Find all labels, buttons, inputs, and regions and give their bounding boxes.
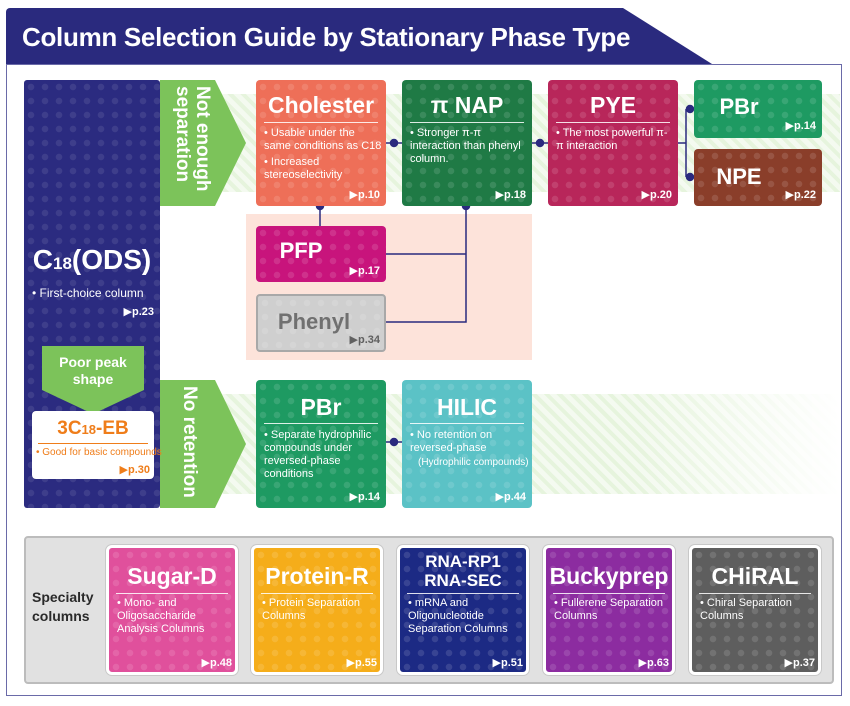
c18-desc: • First-choice column: [32, 286, 144, 300]
chiral-title: CHiRAL: [711, 563, 799, 589]
c18-page-ref[interactable]: ▶p.23: [123, 306, 154, 318]
sugar-d-box[interactable]: [106, 545, 238, 675]
sugar-d-page-ref[interactable]: ▶p.48: [201, 657, 232, 669]
pye-title: PYE: [589, 92, 637, 118]
pbr-bottom-divider: [264, 423, 378, 424]
specialty-label: Specialty columns: [32, 589, 94, 624]
3c18-eb-title: 3C18-EB: [57, 418, 129, 439]
pye-divider: [556, 122, 670, 123]
rna-box[interactable]: [397, 545, 529, 675]
pinap-box[interactable]: [402, 80, 532, 206]
chiral-divider: [699, 593, 811, 594]
chiral-desc: • Chiral Separation Columns: [700, 597, 792, 622]
sugar-d-desc: • Mono- and Oligosaccharide Analysis Col…: [117, 597, 205, 635]
pinap-page-ref[interactable]: ▶p.18: [495, 189, 526, 201]
hilic-desc-2: (Hydrophilic compounds): [418, 457, 529, 468]
rna-divider: [407, 593, 519, 594]
cholester-page-ref[interactable]: ▶p.10: [349, 189, 380, 201]
protein-r-desc: • Protein Separation Columns: [262, 597, 361, 622]
hilic-box[interactable]: [402, 380, 532, 508]
rna-rp1-title: RNA-RP1: [425, 552, 501, 571]
protein-r-box[interactable]: [251, 545, 383, 675]
cholester-divider: [264, 122, 378, 123]
cholester-desc-1: • Usable under the same conditions as C1…: [264, 127, 382, 152]
c18-title: C18(ODS): [32, 244, 152, 275]
pbr-bottom-page-ref[interactable]: ▶p.14: [349, 491, 380, 503]
content-frame: [6, 64, 842, 696]
3c18-eb-divider: [38, 443, 148, 444]
pfp-title: PFP: [279, 238, 323, 263]
sugar-d-divider: [116, 593, 228, 594]
poor-peak-shape-label: Poor peak shape: [59, 354, 127, 387]
phenyl-title: Phenyl: [277, 309, 351, 334]
pbr-bottom-box[interactable]: [256, 380, 386, 508]
pbr-top-title: PBr: [719, 94, 759, 119]
phenyl-box[interactable]: [256, 294, 386, 352]
pinap-desc: • Stronger π-π interaction than phenyl c…: [410, 127, 521, 165]
buckyprep-box[interactable]: [543, 545, 675, 675]
chiral-page-ref[interactable]: ▶p.37: [784, 657, 815, 669]
protein-r-page-ref[interactable]: ▶p.55: [346, 657, 377, 669]
buckyprep-desc: • Fullerene Separation Columns: [554, 597, 664, 622]
pye-desc: • The most powerful π-π interaction: [556, 127, 668, 152]
npe-title: NPE: [716, 164, 762, 189]
pye-box[interactable]: [548, 80, 678, 206]
sugar-d-title: Sugar-D: [127, 563, 217, 589]
hilic-desc-1: • No retention on reversed-phase: [410, 429, 493, 454]
page-title: Column Selection Guide by Stationary Pha…: [22, 22, 631, 52]
pfp-box[interactable]: [256, 226, 386, 282]
pbr-bottom-title: PBr: [300, 394, 342, 420]
hilic-divider: [410, 423, 524, 424]
phenyl-page-ref[interactable]: ▶p.34: [349, 334, 380, 346]
cholester-title: Cholester: [267, 92, 375, 118]
rna-page-ref[interactable]: ▶p.51: [492, 657, 523, 669]
cholester-desc-2: • Increased stereoselectivity: [264, 156, 343, 181]
rna-desc: • mRNA and Oligonucleotide Separation Co…: [408, 597, 508, 635]
protein-r-title: Protein-R: [265, 563, 369, 589]
3c18-eb-box[interactable]: [32, 411, 154, 479]
pbr-bottom-desc: • Separate hydrophilic compounds under r…: [264, 429, 372, 480]
pye-page-ref[interactable]: ▶p.20: [641, 189, 672, 201]
pbr-top-box[interactable]: [694, 80, 822, 138]
pinap-divider: [410, 122, 524, 123]
buckyprep-divider: [553, 593, 665, 594]
buckyprep-title: Buckyprep: [549, 563, 669, 589]
pfp-page-ref[interactable]: ▶p.17: [349, 265, 380, 277]
pbr-top-page-ref[interactable]: ▶p.14: [785, 120, 816, 132]
pinap-title: π NAP: [430, 92, 504, 118]
header-banner: [6, 8, 712, 64]
3c18-eb-desc: • Good for basic compounds: [36, 447, 162, 458]
3c18-eb-page-ref[interactable]: ▶p.30: [119, 464, 150, 476]
protein-r-divider: [261, 593, 373, 594]
hilic-title: HILIC: [436, 394, 498, 420]
hilic-page-ref[interactable]: ▶p.44: [495, 491, 526, 503]
chiral-box[interactable]: [689, 545, 821, 675]
npe-page-ref[interactable]: ▶p.22: [785, 189, 816, 201]
rna-sec-title: RNA-SEC: [424, 571, 502, 590]
cholester-box[interactable]: [256, 80, 386, 206]
npe-box[interactable]: [694, 149, 822, 206]
buckyprep-page-ref[interactable]: ▶p.63: [638, 657, 669, 669]
